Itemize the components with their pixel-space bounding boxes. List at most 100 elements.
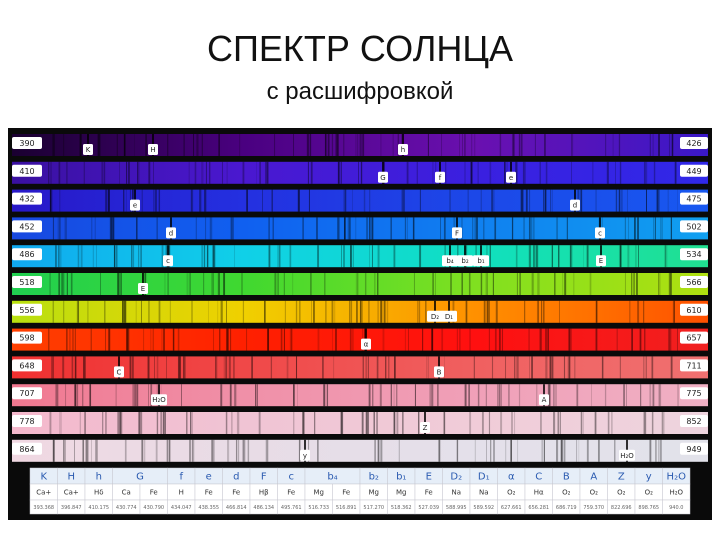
absorption-line: [473, 356, 475, 379]
table-header: H₂O: [667, 472, 687, 483]
absorption-line: [91, 439, 92, 462]
absorption-line: [50, 189, 52, 212]
absorption-line: [183, 356, 185, 379]
absorption-line: [514, 356, 516, 379]
absorption-line: [309, 134, 312, 156]
absorption-line: [406, 161, 408, 184]
absorption-line: [431, 384, 434, 407]
table-cell-text: Hβ: [259, 489, 269, 497]
wavelength-start: 556: [19, 306, 34, 315]
absorption-line: [141, 439, 143, 462]
absorption-line: [148, 300, 150, 323]
line-label: b₄: [446, 257, 453, 265]
wavelength-box: [12, 387, 42, 400]
absorption-line: [668, 134, 671, 156]
line-label-box: [434, 366, 444, 378]
absorption-line: [63, 439, 65, 462]
table-header: K: [40, 472, 47, 483]
absorption-line: [66, 328, 68, 351]
line-label: E: [599, 257, 603, 265]
absorption-line: [271, 189, 273, 212]
line-label: c: [166, 257, 170, 265]
absorption-line: [511, 217, 514, 240]
absorption-line: [325, 300, 327, 323]
absorption-line: [486, 439, 487, 462]
absorption-line: [71, 273, 73, 295]
absorption-line: [504, 161, 506, 184]
absorption-line: [226, 161, 228, 184]
absorption-line: [293, 412, 295, 434]
absorption-line: [486, 273, 488, 295]
line-label-box: [163, 255, 173, 267]
absorption-line: [356, 300, 358, 323]
absorption-line: [193, 134, 195, 156]
absorption-line: [511, 412, 513, 434]
absorption-line: [540, 328, 542, 351]
table-cell-text: 940.0: [669, 505, 683, 511]
absorption-line: [369, 217, 371, 240]
absorption-line: [615, 189, 618, 212]
absorption-line: [308, 189, 311, 212]
absorption-line: [550, 356, 552, 379]
absorption-line: [193, 439, 195, 462]
absorption-line: [645, 356, 647, 379]
table-cell-text: 588.995: [446, 505, 467, 511]
table-cell-text: Hα: [534, 489, 544, 497]
absorption-line: [108, 328, 111, 351]
absorption-line: [335, 134, 338, 156]
absorption-line: [611, 412, 613, 434]
table-cell-text: 686.719: [556, 505, 577, 511]
absorption-line: [268, 217, 270, 240]
absorption-line: [489, 161, 492, 184]
absorption-line: [519, 273, 521, 295]
absorption-line: [233, 356, 235, 379]
absorption-line: [118, 273, 120, 295]
table-cell-text: 396.847: [61, 505, 82, 511]
table-cell-text: Ca: [122, 489, 131, 497]
absorption-line: [310, 273, 312, 295]
absorption-line: [537, 273, 540, 295]
absorption-line: [544, 189, 547, 212]
line-label-box: [151, 394, 167, 406]
absorption-line: [337, 161, 340, 184]
absorption-line: [177, 356, 180, 379]
absorption-line: [606, 161, 609, 184]
absorption-line: [156, 356, 159, 379]
absorption-line: [122, 300, 125, 323]
absorption-line: [668, 328, 670, 351]
absorption-line: [544, 189, 547, 212]
absorption-line: [480, 189, 482, 212]
absorption-line: [161, 245, 164, 268]
absorption-line: [56, 384, 59, 407]
absorption-line: [141, 300, 142, 323]
absorption-line: [267, 328, 269, 351]
absorption-line: [543, 189, 544, 212]
absorption-line: [548, 384, 551, 407]
absorption-line: [110, 217, 113, 240]
table-cell-text: Fe: [150, 489, 158, 497]
absorption-line: [461, 217, 463, 240]
absorption-line: [531, 356, 533, 379]
absorption-line: [404, 217, 406, 240]
absorption-line: [335, 328, 337, 351]
absorption-line: [373, 412, 375, 434]
absorption-line: [283, 328, 285, 351]
wavelength-box: [680, 192, 708, 205]
absorption-line: [120, 273, 122, 295]
line-label-box: [457, 255, 473, 267]
absorption-line: [74, 439, 75, 462]
absorption-line: [499, 134, 502, 156]
absorption-line: [156, 412, 159, 434]
absorption-line: [332, 300, 334, 323]
absorption-line: [195, 217, 197, 240]
line-label: B: [437, 368, 442, 376]
absorption-line: [566, 217, 568, 240]
absorption-line: [658, 273, 660, 295]
absorption-line: [74, 356, 77, 379]
absorption-line: [563, 439, 566, 462]
absorption-line: [500, 384, 502, 407]
absorption-line: [200, 189, 202, 212]
absorption-line: [643, 300, 645, 323]
absorption-line: [543, 300, 545, 323]
absorption-line: [121, 300, 124, 323]
